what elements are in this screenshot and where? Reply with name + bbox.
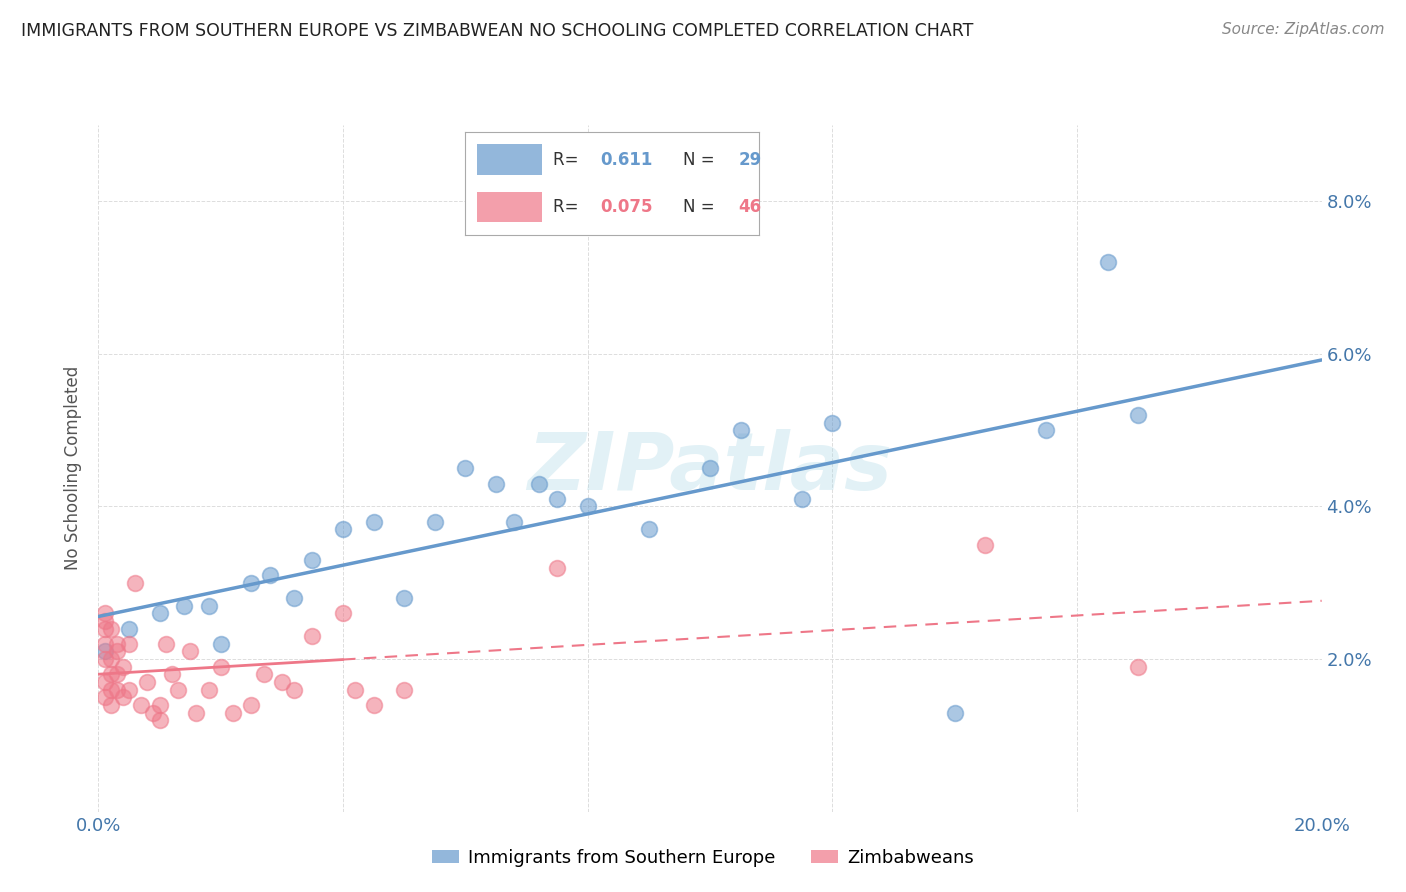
Point — [301, 629, 323, 643]
Text: ZIPatlas: ZIPatlas — [527, 429, 893, 508]
Point — [167, 682, 190, 697]
Point — [699, 461, 721, 475]
Point — [179, 644, 201, 658]
Point — [485, 476, 508, 491]
Point — [503, 515, 526, 529]
Point — [821, 416, 844, 430]
Point — [149, 713, 172, 727]
Point — [197, 599, 219, 613]
Point — [100, 682, 122, 697]
Point — [105, 682, 128, 697]
Point — [943, 706, 966, 720]
Point — [240, 575, 263, 590]
Point — [93, 690, 115, 705]
Point — [790, 491, 813, 506]
Point — [454, 461, 477, 475]
Point — [1035, 423, 1057, 437]
Point — [100, 698, 122, 712]
Point — [142, 706, 165, 720]
Text: IMMIGRANTS FROM SOUTHERN EUROPE VS ZIMBABWEAN NO SCHOOLING COMPLETED CORRELATION: IMMIGRANTS FROM SOUTHERN EUROPE VS ZIMBA… — [21, 22, 973, 40]
Point — [136, 675, 159, 690]
Point — [344, 682, 367, 697]
Point — [93, 614, 115, 628]
Point — [100, 652, 122, 666]
Point — [93, 622, 115, 636]
Point — [240, 698, 263, 712]
Point — [301, 553, 323, 567]
Point — [186, 706, 208, 720]
Point — [1128, 408, 1150, 422]
Point — [118, 682, 141, 697]
Point — [111, 690, 134, 705]
Point — [209, 637, 232, 651]
Point — [129, 698, 152, 712]
Point — [730, 423, 752, 437]
Point — [423, 515, 446, 529]
Y-axis label: No Schooling Completed: No Schooling Completed — [65, 367, 83, 570]
Point — [105, 637, 128, 651]
Point — [527, 476, 550, 491]
Legend: Immigrants from Southern Europe, Zimbabweans: Immigrants from Southern Europe, Zimbabw… — [425, 842, 981, 874]
Point — [1097, 255, 1119, 269]
Point — [118, 622, 141, 636]
Point — [546, 491, 568, 506]
Point — [100, 667, 122, 681]
Point — [392, 591, 416, 605]
Point — [974, 538, 997, 552]
Point — [283, 591, 305, 605]
Point — [100, 622, 122, 636]
Point — [173, 599, 195, 613]
Point — [363, 515, 385, 529]
Text: Source: ZipAtlas.com: Source: ZipAtlas.com — [1222, 22, 1385, 37]
Point — [637, 522, 661, 536]
Point — [363, 698, 385, 712]
Point — [546, 560, 568, 574]
Point — [111, 659, 134, 673]
Point — [149, 698, 172, 712]
Point — [392, 682, 416, 697]
Point — [93, 675, 115, 690]
Point — [93, 652, 115, 666]
Point — [105, 667, 128, 681]
Point — [222, 706, 245, 720]
Point — [209, 659, 232, 673]
Point — [270, 675, 292, 690]
Point — [576, 500, 599, 514]
Point — [93, 644, 115, 658]
Point — [124, 575, 146, 590]
Point — [118, 637, 141, 651]
Point — [160, 667, 183, 681]
Point — [252, 667, 274, 681]
Point — [93, 607, 115, 621]
Point — [259, 568, 281, 582]
Point — [105, 644, 128, 658]
Point — [283, 682, 305, 697]
Point — [155, 637, 177, 651]
Point — [332, 607, 354, 621]
Point — [93, 637, 115, 651]
Point — [1128, 659, 1150, 673]
Point — [332, 522, 354, 536]
Point — [197, 682, 219, 697]
Point — [149, 607, 172, 621]
